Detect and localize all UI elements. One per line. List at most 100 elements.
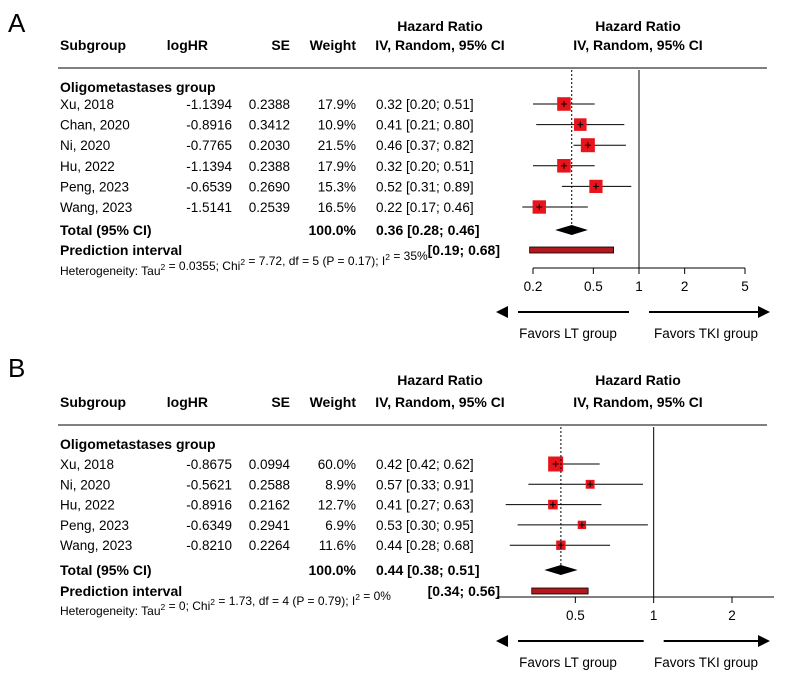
study-se: 0.3412 xyxy=(249,118,290,133)
study-ci: 0.44 [0.28; 0.68] xyxy=(376,538,474,553)
superscript: 2 xyxy=(240,257,245,267)
study-name: Hu, 2022 xyxy=(60,498,115,513)
study-se: 0.2264 xyxy=(249,538,291,553)
study-se: 0.2941 xyxy=(249,518,290,533)
x-tick-label: 2 xyxy=(728,608,736,623)
col-header-hr-bottom: IV, Random, 95% CI xyxy=(375,394,504,410)
study-se: 0.2539 xyxy=(249,200,290,215)
study-weight: 12.7% xyxy=(318,498,356,513)
total-weight: 100.0% xyxy=(309,562,357,578)
study-name: Ni, 2020 xyxy=(60,477,110,492)
col-header-loghr: logHR xyxy=(167,394,208,410)
study-name: Hu, 2022 xyxy=(60,159,115,174)
study-weight: 11.6% xyxy=(319,538,356,553)
study-loghr: -0.8916 xyxy=(186,118,232,133)
heterogeneity-text: Heterogeneity: Tau2 = 0.0355; Chi2 = 7.7… xyxy=(60,249,428,278)
study-weight: 8.9% xyxy=(325,477,356,492)
prediction-label: Prediction interval xyxy=(60,242,182,258)
panel-label: A xyxy=(8,8,26,38)
heterogeneity-part: = 0; Chi xyxy=(165,599,210,613)
study-weight: 15.3% xyxy=(318,179,356,194)
study-weight: 17.9% xyxy=(318,159,356,174)
favors-left-arrowhead xyxy=(496,635,508,647)
col-header-weight: Weight xyxy=(310,37,357,53)
x-tick-label: 1 xyxy=(650,608,658,623)
study-name: Xu, 2018 xyxy=(60,457,114,472)
total-label: Total (95% CI) xyxy=(60,222,152,238)
forest-plot-b: B Subgroup logHR SE Weight Hazard Ratio IV, R… xyxy=(0,345,785,679)
study-loghr: -1.1394 xyxy=(186,159,232,174)
study-loghr: -0.6539 xyxy=(186,179,232,194)
study-ci: 0.57 [0.33; 0.91] xyxy=(376,477,474,492)
study-loghr: -0.8916 xyxy=(186,498,232,513)
prediction-label: Prediction interval xyxy=(60,583,182,599)
pooled-diamond xyxy=(544,565,578,575)
study-ci: 0.41 [0.21; 0.80] xyxy=(376,118,474,133)
col-header-subgroup: Subgroup xyxy=(60,394,126,410)
col-header-weight: Weight xyxy=(310,394,357,410)
total-weight: 100.0% xyxy=(309,222,357,238)
col-header-hr-top: Hazard Ratio xyxy=(397,372,483,388)
prediction-ci: [0.34; 0.56] xyxy=(428,583,500,599)
superscript: 2 xyxy=(161,262,166,272)
study-name: Wang, 2023 xyxy=(60,538,132,553)
study-loghr: -0.8210 xyxy=(186,538,232,553)
group-title: Oligometastases group xyxy=(60,436,216,452)
study-ci: 0.42 [0.42; 0.62] xyxy=(376,457,474,472)
heterogeneity-text: Heterogeneity: Tau2 = 0; Chi2 = 1.73, df… xyxy=(60,589,391,618)
study-loghr: -0.8675 xyxy=(186,457,232,472)
study-loghr: -1.5141 xyxy=(186,200,232,215)
study-weight: 21.5% xyxy=(318,138,356,153)
study-se: 0.2030 xyxy=(249,138,290,153)
study-weight: 16.5% xyxy=(318,200,356,215)
study-ci: 0.22 [0.17; 0.46] xyxy=(376,200,474,215)
col-header-hr-bottom: IV, Random, 95% CI xyxy=(375,37,504,53)
prediction-bar xyxy=(529,246,614,254)
study-loghr: -0.7765 xyxy=(186,138,232,153)
plot-header-top: Hazard Ratio xyxy=(595,372,681,388)
study-name: Wang, 2023 xyxy=(60,200,132,215)
study-name: Xu, 2018 xyxy=(60,97,114,112)
favors-left-label: Favors LT group xyxy=(519,326,617,341)
study-loghr: -0.5621 xyxy=(186,477,232,492)
study-weight: 60.0% xyxy=(318,457,356,472)
superscript: 2 xyxy=(210,597,215,607)
study-ci: 0.32 [0.20; 0.51] xyxy=(376,97,474,112)
x-tick-label: 1 xyxy=(635,279,643,294)
study-loghr: -0.6349 xyxy=(186,518,232,533)
study-ci: 0.53 [0.30; 0.95] xyxy=(376,518,474,533)
favors-right-label: Favors TKI group xyxy=(654,655,758,670)
heterogeneity-part: = 0.0355; Chi xyxy=(165,259,240,273)
study-ci: 0.52 [0.31; 0.89] xyxy=(376,179,474,194)
col-header-se: SE xyxy=(271,394,290,410)
study-se: 0.2388 xyxy=(249,159,290,174)
favors-right-arrowhead xyxy=(758,635,770,647)
heterogeneity-part: Heterogeneity: Tau xyxy=(60,264,161,278)
col-header-hr-top: Hazard Ratio xyxy=(397,18,483,34)
study-loghr: -1.1394 xyxy=(186,97,232,112)
study-ci: 0.46 [0.37; 0.82] xyxy=(376,138,474,153)
heterogeneity-part: = 0% xyxy=(360,589,391,603)
favors-left-label: Favors LT group xyxy=(519,655,617,670)
col-header-se: SE xyxy=(271,37,290,53)
study-se: 0.0994 xyxy=(249,457,291,472)
col-header-subgroup: Subgroup xyxy=(60,37,126,53)
total-label: Total (95% CI) xyxy=(60,562,152,578)
superscript: 2 xyxy=(355,592,360,602)
study-weight: 10.9% xyxy=(318,118,356,133)
forest-plot-a-svg: Subgroup logHR SE Weight Hazard Ratio IV, Ran… xyxy=(58,18,770,341)
total-ci: 0.36 [0.28; 0.46] xyxy=(376,222,480,238)
plot-header-bottom: IV, Random, 95% CI xyxy=(573,37,702,53)
study-name: Peng, 2023 xyxy=(60,179,129,194)
favors-right-label: Favors TKI group xyxy=(654,326,758,341)
group-title: Oligometastases group xyxy=(60,79,216,95)
favors-right-arrowhead xyxy=(758,306,770,318)
col-header-loghr: logHR xyxy=(167,37,208,53)
heterogeneity-part: = 7.72, df = 5 (P = 0.17); I xyxy=(245,254,385,268)
total-ci: 0.44 [0.38; 0.51] xyxy=(376,562,480,578)
study-name: Chan, 2020 xyxy=(60,118,130,133)
x-tick-label: 2 xyxy=(681,279,689,294)
heterogeneity-part: = 1.73, df = 4 (P = 0.79); I xyxy=(215,594,355,608)
forest-plot-a: A Subgroup logHR SE Weight Hazard Ratio IV, R… xyxy=(8,8,770,341)
panel-label: B xyxy=(8,353,26,383)
